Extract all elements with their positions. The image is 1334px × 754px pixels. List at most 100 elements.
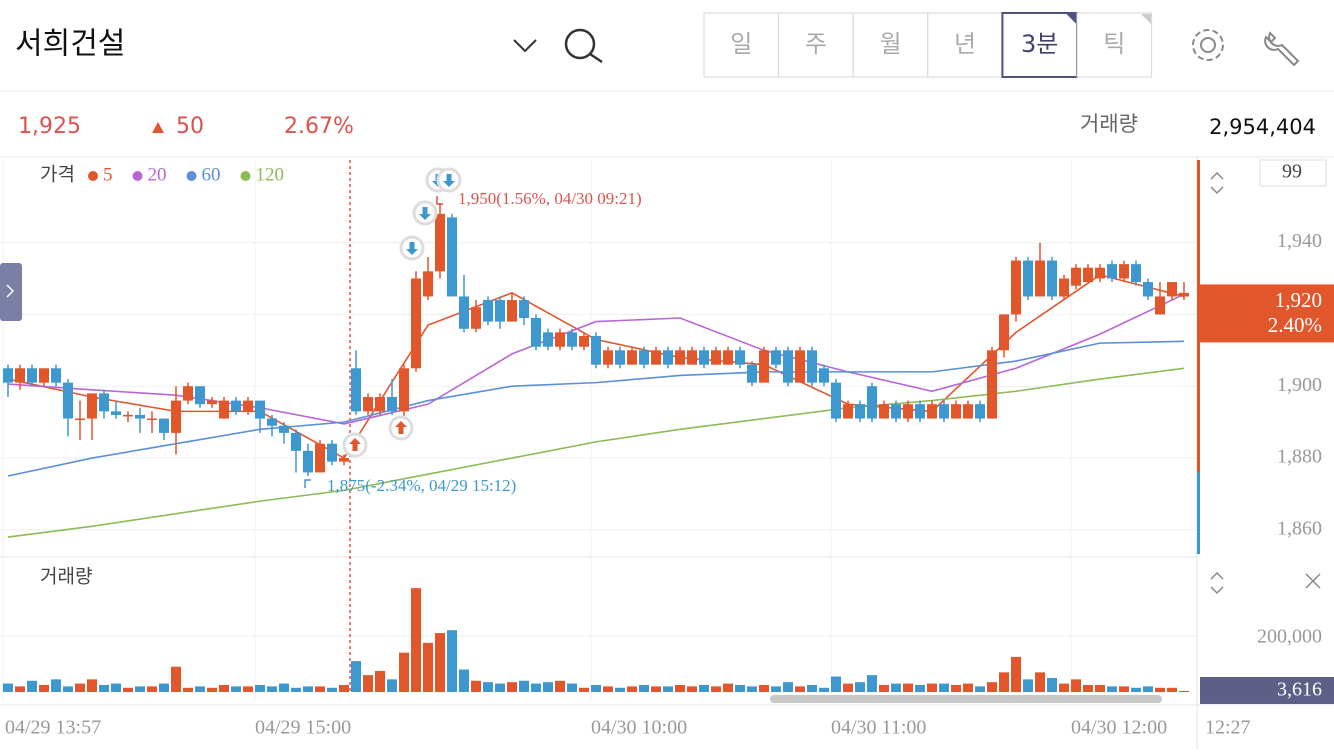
candle-body [963,404,973,419]
candle-body [75,418,85,421]
candle-body [159,418,169,433]
candle-body [1167,282,1177,297]
volume-bar [3,683,13,692]
candle-body [375,397,385,412]
search-icon[interactable] [564,28,603,64]
candle-body [255,400,265,419]
period-tab-label: 일 [730,30,752,58]
candle-body [183,386,193,401]
candle-body [783,350,793,383]
volume-bar [75,683,85,692]
signal-arrow [406,242,418,255]
candle-body [135,414,145,419]
tool-icon[interactable] [1264,31,1300,67]
candle-body [627,350,637,365]
volume-bar [435,633,445,692]
volume-bar [999,672,1009,692]
candle-body [639,350,649,365]
scale-toggle[interactable] [1210,571,1224,595]
volume-bar [639,684,649,692]
candle-body [363,397,373,412]
side-tab-arrow [6,284,15,298]
last-volume: 3,616 [1277,679,1322,701]
candle-body [675,350,685,365]
current-price-box [1200,284,1334,343]
volume-bar [747,686,757,692]
candle-body [63,382,73,419]
volume-bar [135,686,145,692]
volume-bar [915,684,925,692]
volume-bar [267,686,277,692]
settings-icon[interactable] [1192,29,1224,61]
candle-body [951,404,961,419]
period-tab-label: 년 [954,30,976,58]
high-marker [436,196,443,205]
period-tab[interactable] [1001,12,1079,78]
candle-body [1107,264,1117,279]
period-tab[interactable] [1076,12,1153,78]
volume-bar [615,687,625,692]
up-triangle [152,122,164,133]
candle-body [1083,267,1093,283]
current-change: 2.40% [1268,313,1322,337]
period-tab[interactable] [703,12,780,78]
candle-body [1035,260,1045,297]
volume-bar [51,679,61,692]
volume-bar [903,683,913,692]
volume-bar [183,687,193,692]
candle-body [891,404,901,419]
candle-body [507,300,517,322]
candle-body [39,368,49,383]
volume-bar [723,683,733,692]
candle-body [567,332,577,347]
volume-bar [243,686,253,692]
dropdown[interactable] [513,39,537,53]
price: 1,925 [18,114,81,139]
volume-bar [663,686,673,692]
candle-body [459,296,469,329]
candle-body [771,350,781,365]
scrollbar[interactable] [770,695,1162,703]
volume-bar [1095,684,1105,692]
counter: 99 [1282,161,1302,183]
candle-body [291,432,301,451]
candle-body [555,332,565,347]
candle-body [711,350,721,365]
period-tab-label: 틱 [1103,30,1125,58]
plot: 1,940 1,920 1,900 1,880 1,860 200,000 04/29 13… [0,160,1334,739]
volume-bar [15,686,25,692]
candle-body [1011,260,1021,315]
volume-bar [399,652,409,692]
volume-bar [99,684,109,692]
low-annotation: 1,875(-2.34%, 04/29 15:12) [327,476,516,495]
candle-body [243,400,253,412]
volume-bar [687,686,697,692]
candle-body [87,393,97,419]
volume-bar [987,682,997,692]
volume-bar [1071,679,1081,692]
close-volume[interactable] [1305,573,1321,589]
volume-bar [951,684,961,692]
candle-body [939,404,949,419]
period-tab[interactable] [778,12,854,78]
legend-label: 5 [103,164,113,185]
legend-label: 20 [148,164,167,185]
volume-bar [1143,686,1153,692]
candle-body [1119,264,1129,279]
candle-body [579,335,589,347]
volume-bar [327,687,337,692]
candle-body [819,368,829,383]
volume-bar [543,682,553,692]
scale-toggle[interactable] [1210,171,1224,195]
y-tick-label: 1,860 [1277,517,1322,539]
legend-title: 가격 [40,164,75,186]
volume-bar [411,588,421,692]
volume-bar [591,684,601,692]
candle-body [111,411,121,415]
legend-dot [88,171,98,181]
period-tab[interactable] [852,12,929,78]
volume-bar [27,680,37,692]
volume-bar [1059,683,1069,692]
signal-arrow [419,207,431,220]
